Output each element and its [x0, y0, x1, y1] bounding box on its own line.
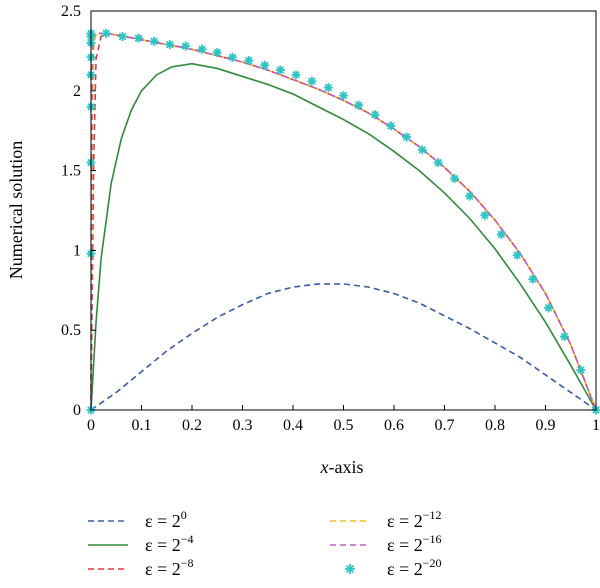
legend-marker	[345, 564, 355, 574]
legend-label: ε = 20	[145, 508, 187, 531]
data-point	[323, 83, 333, 93]
data-point	[101, 28, 111, 38]
series-3	[90, 32, 597, 411]
data-point	[528, 274, 538, 284]
plot-frame	[90, 10, 597, 411]
series-1	[90, 62, 597, 411]
data-point	[386, 121, 396, 131]
legend-label: ε = 2−8	[145, 556, 194, 579]
x-tick-label: 0.4	[283, 417, 303, 434]
data-point	[496, 229, 506, 239]
series-layer	[86, 28, 600, 415]
data-point	[402, 132, 412, 142]
x-axis-label-rest: -axis	[329, 457, 364, 477]
x-tick-label: 0.3	[233, 417, 253, 434]
series-5	[86, 28, 600, 415]
x-tick-label: 0.6	[384, 417, 404, 434]
y-tick-label: 0.5	[61, 322, 81, 339]
data-point	[480, 210, 490, 220]
x-tick-label: 0.8	[485, 417, 505, 434]
series-2	[90, 32, 597, 411]
data-point	[417, 145, 427, 155]
data-point	[181, 41, 191, 51]
series-line	[90, 32, 597, 411]
data-point	[275, 65, 285, 75]
data-point	[149, 36, 159, 46]
data-point	[260, 60, 270, 70]
data-point	[576, 365, 586, 375]
y-tick-label: 2	[73, 83, 81, 100]
series-line	[90, 32, 597, 411]
legend-label: ε = 2−4	[145, 532, 194, 555]
legend-item: ε = 20	[88, 508, 187, 531]
data-point	[465, 191, 475, 201]
y-tick-label: 1.5	[61, 163, 81, 180]
data-point	[339, 91, 348, 101]
legend-label: ε = 2−16	[387, 532, 442, 555]
data-point	[291, 70, 301, 80]
legend-item: ε = 2−16	[330, 532, 442, 555]
legend-label: ε = 2−20	[387, 556, 442, 579]
data-point	[433, 158, 443, 168]
data-point	[544, 303, 554, 313]
series-line	[90, 62, 597, 411]
data-point	[512, 250, 522, 260]
y-tick-label: 0	[73, 402, 81, 419]
legend-item: ε = 2−4	[88, 532, 194, 555]
x-tick-label: 0.2	[182, 417, 202, 434]
data-point	[165, 40, 175, 50]
data-point	[212, 47, 222, 57]
legend-item: ε = 2−20	[345, 556, 442, 579]
legend-item: ε = 2−12	[330, 508, 442, 531]
series-line	[90, 32, 597, 411]
axes-layer	[90, 10, 597, 411]
x-tick-label: 0.7	[435, 417, 455, 434]
y-tick-label: 2.5	[61, 3, 81, 20]
data-point	[450, 174, 460, 184]
x-tick-label: 0.9	[536, 417, 556, 434]
data-point	[559, 332, 569, 342]
legend-item: ε = 2−8	[88, 556, 194, 579]
data-point	[227, 52, 237, 62]
data-point	[197, 44, 207, 54]
data-point	[354, 100, 364, 110]
series-line	[90, 283, 597, 411]
x-tick-label: 0	[87, 417, 95, 434]
data-point	[244, 55, 254, 65]
x-axis-label: x-axis	[320, 457, 364, 477]
x-tick-label: 0.5	[334, 417, 354, 434]
series-4	[90, 32, 597, 411]
x-tick-label: 0.1	[132, 417, 152, 434]
x-tick-label: 1	[592, 417, 600, 434]
y-tick-label: 1	[73, 242, 81, 259]
series-0	[90, 283, 597, 411]
data-point	[133, 33, 143, 43]
legend: ε = 20ε = 2−4ε = 2−8 ε = 2−12ε = 2−16ε = …	[88, 508, 442, 579]
data-point	[370, 110, 380, 120]
data-point	[118, 32, 128, 42]
x-axis-label-var: x	[320, 457, 329, 477]
y-axis-label: Numerical solution	[6, 141, 26, 279]
ticks-layer: 0 0.1 0.2 0.3 0.4 0.5 0.6 0.7 0.8 0.9 1 0 0.5 1 1.5 2 2.…	[61, 3, 600, 434]
data-point	[307, 76, 317, 86]
legend-label: ε = 2−12	[387, 508, 442, 531]
